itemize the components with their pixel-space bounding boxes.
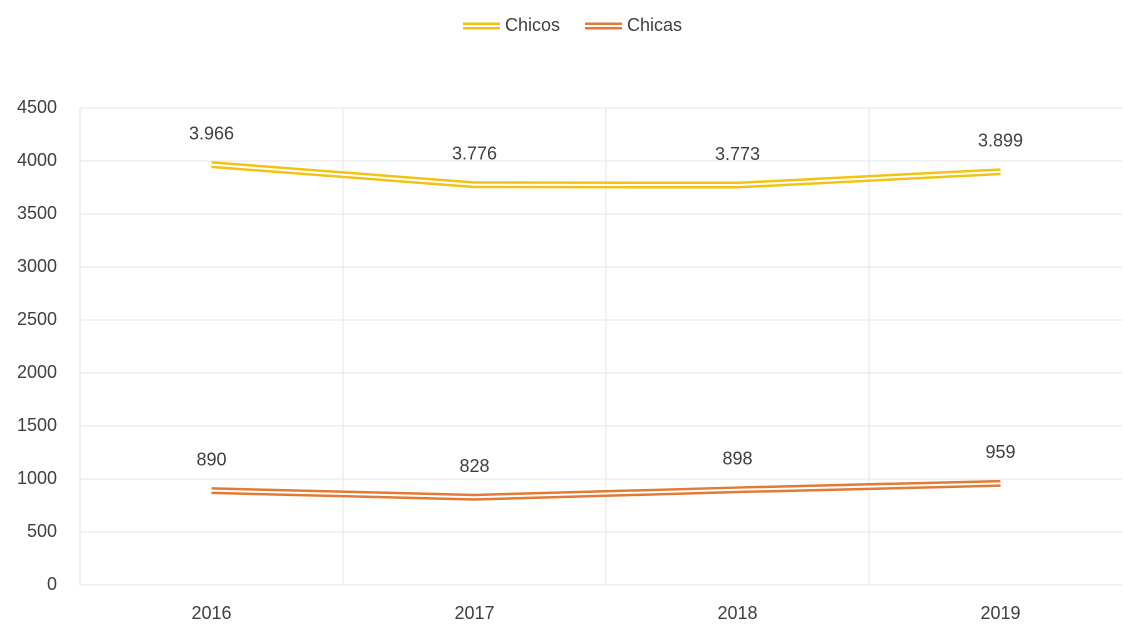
y-tick-label: 500 (27, 521, 57, 541)
y-tick-label: 0 (47, 574, 57, 594)
data-label: 828 (459, 456, 489, 476)
x-tick-label: 2016 (191, 603, 231, 623)
series-line-inner (211, 163, 1001, 187)
data-label: 898 (722, 449, 752, 469)
data-label: 3.966 (189, 123, 234, 143)
y-tick-label: 4000 (17, 150, 57, 170)
y-tick-label: 1000 (17, 468, 57, 488)
data-label: 3.776 (452, 143, 497, 163)
y-tick-label: 1500 (17, 415, 57, 435)
x-tick-label: 2018 (717, 603, 757, 623)
legend-label: Chicas (627, 15, 682, 35)
x-tick-label: 2019 (980, 603, 1020, 623)
y-tick-label: 3000 (17, 256, 57, 276)
y-tick-label: 2500 (17, 309, 57, 329)
data-label: 959 (985, 442, 1015, 462)
data-label: 3.899 (978, 130, 1023, 150)
series-line-inner (211, 482, 1001, 499)
y-tick-label: 4500 (17, 97, 57, 117)
data-label: 3.773 (715, 144, 760, 164)
y-tick-label: 3500 (17, 203, 57, 223)
legend-label: Chicos (505, 15, 560, 35)
data-label: 890 (196, 449, 226, 469)
y-tick-label: 2000 (17, 362, 57, 382)
x-tick-label: 2017 (454, 603, 494, 623)
